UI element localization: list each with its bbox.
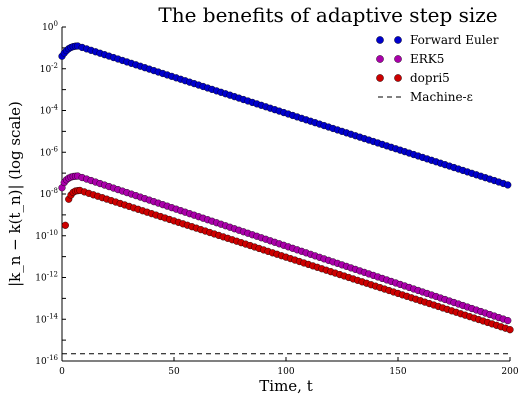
y-tick-label: 10-6 bbox=[40, 145, 59, 158]
legend-marker bbox=[394, 36, 401, 43]
legend: Forward Euler ERK5 dopri5 Machine-ε bbox=[376, 33, 498, 104]
legend-marker bbox=[394, 55, 401, 62]
series-1 bbox=[59, 173, 512, 324]
x-tick-label: 50 bbox=[168, 367, 180, 377]
x-axis-label: Time, t bbox=[259, 377, 312, 395]
legend-label: Machine-ε bbox=[410, 90, 473, 104]
x-tick-label: 150 bbox=[389, 367, 406, 377]
legend-marker bbox=[376, 36, 383, 43]
data-point bbox=[507, 326, 514, 333]
x-tick-label: 0 bbox=[59, 367, 65, 377]
legend-item: dopri5 bbox=[376, 71, 449, 85]
legend-marker bbox=[376, 55, 383, 62]
y-tick-label: 100 bbox=[42, 20, 58, 33]
data-point bbox=[62, 222, 69, 229]
chart-title: The benefits of adaptive step size bbox=[158, 3, 497, 27]
y-tick-label: 10-12 bbox=[35, 271, 58, 284]
legend-item: Forward Euler bbox=[376, 33, 498, 47]
y-tick-label: 10-10 bbox=[35, 229, 58, 242]
y-tick-label: 10-8 bbox=[40, 187, 58, 200]
y-tick-label: 10-14 bbox=[35, 312, 58, 325]
y-tick-label: 10-4 bbox=[40, 104, 59, 117]
legend-marker bbox=[394, 74, 401, 81]
y-axis-label: |k_n − k(t_n)| (log scale) bbox=[6, 101, 24, 287]
legend-label: Forward Euler bbox=[410, 33, 499, 47]
x-tick-label: 100 bbox=[277, 367, 294, 377]
data-point bbox=[504, 182, 511, 189]
x-tick-label: 200 bbox=[501, 367, 518, 377]
y-tick-label: 10-16 bbox=[35, 354, 58, 367]
y-ticks: 100 10-2 10-4 10-6 10-8 10-10 10-12 10-14 10-16 bbox=[35, 20, 66, 367]
legend-marker bbox=[376, 74, 383, 81]
y-tick-label: 10-2 bbox=[40, 62, 58, 75]
legend-item: Machine-ε bbox=[378, 90, 473, 104]
legend-label: ERK5 bbox=[410, 52, 444, 66]
data-point bbox=[504, 317, 511, 324]
legend-label: dopri5 bbox=[410, 71, 450, 85]
legend-item: ERK5 bbox=[376, 52, 444, 66]
x-ticks: 0 50 100 150 200 bbox=[59, 357, 519, 377]
series-2 bbox=[62, 187, 513, 333]
